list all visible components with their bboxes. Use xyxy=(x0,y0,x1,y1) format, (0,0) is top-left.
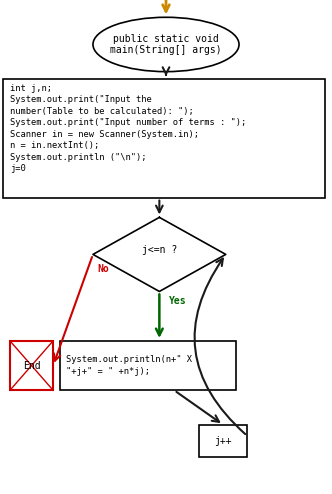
Text: public static void
main(String[] args): public static void main(String[] args) xyxy=(110,34,222,55)
Text: j++: j++ xyxy=(214,436,232,446)
Text: System.out.println(n+" X
"+j+" = " +n*j);: System.out.println(n+" X "+j+" = " +n*j)… xyxy=(66,355,193,376)
Text: End: End xyxy=(23,361,41,370)
Text: Yes: Yes xyxy=(169,296,187,306)
Text: j<=n ?: j<=n ? xyxy=(142,246,177,255)
Text: No: No xyxy=(97,264,109,274)
Text: int j,n;
System.out.print("Input the
number(Table to be calculated): ");
System.: int j,n; System.out.print("Input the num… xyxy=(10,84,246,173)
